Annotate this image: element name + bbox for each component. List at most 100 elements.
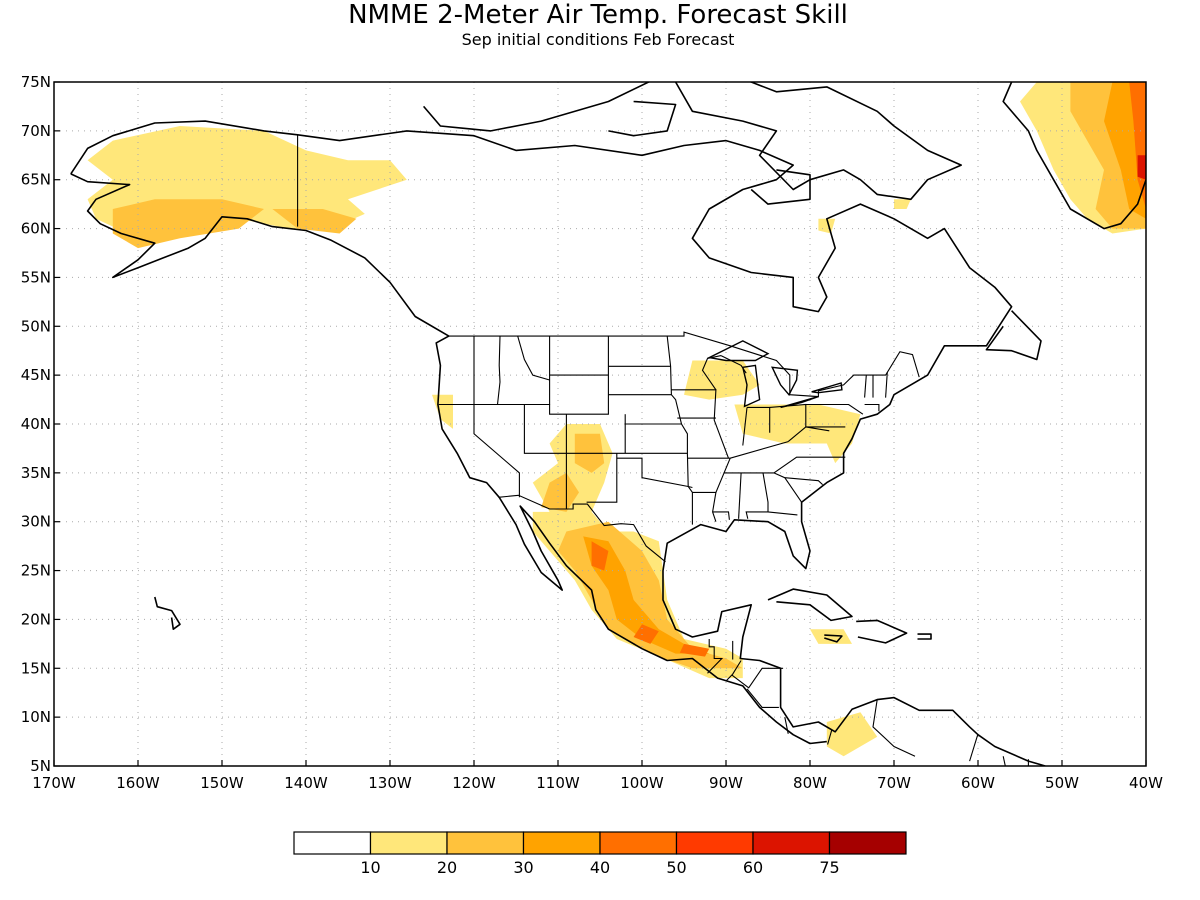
y-axis-ticks: 75N 70N 65N 60N 55N 50N 45N 40N 35N 30N 25N 20N 15N 1… xyxy=(21,73,60,775)
skill-region xyxy=(679,643,710,657)
y-tick-label: 75N xyxy=(21,73,51,91)
political-border xyxy=(438,336,609,415)
political-border xyxy=(885,372,888,398)
political-border xyxy=(496,336,501,405)
legend-swatch xyxy=(599,831,678,855)
great-lake xyxy=(771,366,799,396)
y-tick-label: 55N xyxy=(21,268,51,286)
skill-shading-layer xyxy=(87,82,1146,757)
x-tick-label: 140W xyxy=(284,774,328,792)
coastline xyxy=(767,588,853,622)
legend-label: 75 xyxy=(819,858,839,877)
great-lake xyxy=(741,364,761,408)
skill-region xyxy=(432,394,453,429)
skill-region xyxy=(541,472,579,512)
map-subtitle: Sep initial conditions Feb Forecast xyxy=(462,30,735,49)
y-tick-label: 60N xyxy=(21,220,51,238)
colorbar-legend: 10 20 30 40 50 60 75 xyxy=(293,831,907,877)
coastline xyxy=(70,120,1046,766)
coastline-layer xyxy=(70,82,1146,766)
coastline xyxy=(154,596,181,631)
political-border xyxy=(517,335,550,381)
x-tick-label: 90W xyxy=(709,774,743,792)
x-tick-label: 130W xyxy=(368,774,412,792)
y-tick-label: 65N xyxy=(21,171,51,189)
political-border xyxy=(738,472,742,519)
political-border xyxy=(1002,756,1006,766)
legend-label: 20 xyxy=(437,858,457,877)
legend-swatch xyxy=(522,831,601,855)
political-border xyxy=(720,355,747,374)
coastline xyxy=(750,169,811,205)
legend-swatch xyxy=(369,831,448,855)
great-lake xyxy=(706,340,770,362)
political-border xyxy=(687,457,732,493)
political-border xyxy=(448,331,920,398)
coastline xyxy=(856,619,908,644)
legend-label: 60 xyxy=(743,858,763,877)
political-border xyxy=(707,639,724,674)
legend-label: 50 xyxy=(666,858,686,877)
x-tick-label: 110W xyxy=(536,774,580,792)
coastline xyxy=(674,82,963,201)
legend-label: 10 xyxy=(360,858,380,877)
coastline xyxy=(608,100,677,137)
x-axis-ticks: 170W 160W 150W 140W 130W 120W 110W 100W 90W 80W 70… xyxy=(32,760,1163,792)
y-tick-label: 25N xyxy=(21,562,51,580)
political-border xyxy=(723,456,846,474)
political-border xyxy=(864,403,880,412)
coastline xyxy=(824,634,843,643)
political-border xyxy=(586,453,618,503)
x-tick-label: 70W xyxy=(877,774,911,792)
x-tick-label: 100W xyxy=(620,774,664,792)
political-border xyxy=(805,403,864,415)
legend-swatch xyxy=(752,831,831,855)
coastline xyxy=(70,173,827,745)
legend-swatch xyxy=(293,831,372,855)
legend-swatch xyxy=(675,831,754,855)
political-border xyxy=(523,404,688,454)
political-border xyxy=(773,472,803,503)
y-tick-label: 20N xyxy=(21,610,51,628)
skill-region xyxy=(591,541,609,571)
political-border xyxy=(616,457,693,489)
y-tick-label: 35N xyxy=(21,464,51,482)
skill-region xyxy=(633,624,659,644)
political-border xyxy=(725,660,742,682)
x-tick-label: 80W xyxy=(793,774,827,792)
x-tick-label: 50W xyxy=(1045,774,1079,792)
skill-region xyxy=(1137,155,1146,180)
border-layer xyxy=(297,134,1029,766)
legend-swatch xyxy=(828,831,907,855)
political-border xyxy=(731,667,784,689)
legend-swatch xyxy=(446,831,525,855)
y-tick-label: 50N xyxy=(21,317,51,335)
political-border xyxy=(666,336,693,525)
y-tick-label: 10N xyxy=(21,708,51,726)
y-tick-label: 40N xyxy=(21,415,51,433)
political-border xyxy=(671,389,730,459)
y-tick-label: 45N xyxy=(21,366,51,384)
skill-region xyxy=(272,209,357,234)
coastline xyxy=(422,82,651,132)
political-border xyxy=(712,492,717,522)
coastline xyxy=(985,310,1042,361)
legend-label: 30 xyxy=(513,858,533,877)
legend-label: 40 xyxy=(590,858,610,877)
great-lake xyxy=(811,382,843,394)
y-tick-label: 30N xyxy=(21,513,51,531)
x-tick-label: 40W xyxy=(1129,774,1163,792)
political-border xyxy=(746,688,779,708)
political-border xyxy=(787,426,830,443)
skill-region xyxy=(818,218,836,234)
x-tick-label: 170W xyxy=(32,774,76,792)
political-border xyxy=(473,404,520,498)
y-tick-label: 5N xyxy=(30,757,51,775)
map-title: NMME 2-Meter Air Temp. Forecast Skill xyxy=(348,0,848,30)
x-tick-label: 160W xyxy=(116,774,160,792)
skill-region xyxy=(826,712,878,757)
political-border xyxy=(498,494,666,563)
skill-region xyxy=(810,629,852,644)
skill-region xyxy=(583,536,710,654)
